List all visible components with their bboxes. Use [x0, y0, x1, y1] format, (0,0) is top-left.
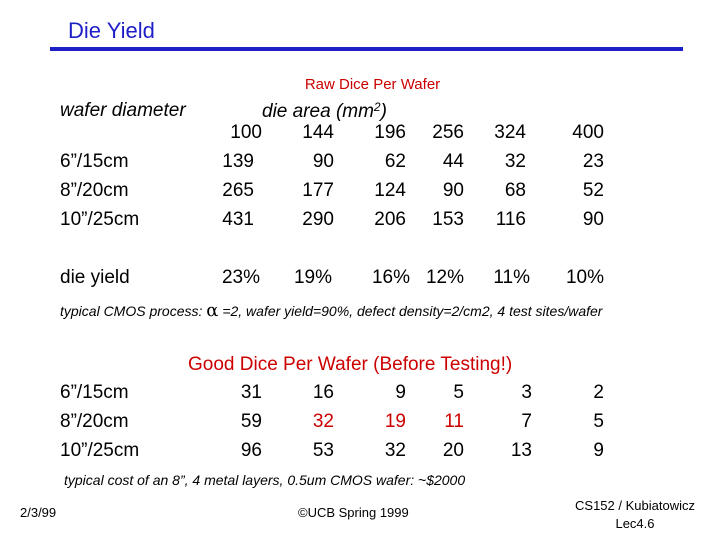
good-cell: 5 [453, 382, 464, 403]
die-area-label-close: ) [380, 101, 387, 122]
slide-title: Die Yield [68, 18, 155, 43]
raw-cell: 44 [442, 151, 464, 172]
raw-dice-heading: Raw Dice Per Wafer [304, 76, 441, 93]
die-area-label-text: die area (mm [262, 101, 374, 122]
die-yield-label: die yield [60, 267, 130, 288]
good-cell-highlight: 19 [384, 411, 406, 432]
die-yield-cell: 11% [493, 267, 530, 288]
raw-cell: 290 [302, 209, 334, 230]
raw-cell: 153 [432, 209, 464, 230]
die-yield-cell: 12% [425, 267, 464, 288]
raw-cell: 90 [442, 180, 464, 201]
die-area-label: die area (mm2) [262, 100, 387, 123]
footer-course-line2: Lec4.6 [615, 516, 655, 531]
good-cell: 16 [312, 382, 334, 403]
die-area-header: 196 [374, 122, 406, 143]
footer-date: 2/3/99 [20, 505, 57, 520]
good-cell: 13 [510, 440, 532, 461]
raw-row-label: 10”/25cm [60, 209, 140, 230]
good-cell: 31 [240, 382, 262, 403]
die-area-header: 100 [230, 122, 262, 143]
raw-cell: 265 [222, 180, 254, 201]
die-yield-cell: 16% [371, 267, 410, 288]
die-yield-cell: 23% [221, 267, 260, 288]
cost-note: typical cost of an 8”, 4 metal layers, 0… [64, 472, 466, 488]
raw-cell: 124 [374, 180, 406, 201]
process-note-prefix: typical CMOS process: [60, 303, 203, 319]
raw-cell: 431 [222, 209, 254, 230]
raw-cell: 90 [312, 151, 334, 172]
good-cell: 32 [384, 440, 406, 461]
good-cell: 7 [521, 411, 532, 432]
good-cell: 53 [312, 440, 334, 461]
die-area-header: 324 [494, 122, 526, 143]
footer-copyright: ©UCB Spring 1999 [298, 505, 409, 520]
raw-cell: 206 [374, 209, 406, 230]
process-note-suffix: =2, wafer yield=90%, defect density=2/cm… [222, 303, 603, 319]
good-cell: 20 [442, 440, 464, 461]
good-row-label: 6”/15cm [60, 382, 129, 403]
raw-row-label: 6”/15cm [60, 151, 129, 172]
good-cell-highlight: 11 [444, 411, 464, 432]
good-cell: 2 [593, 382, 604, 403]
good-cell: 9 [395, 382, 406, 403]
raw-cell: 139 [222, 151, 254, 172]
good-cell-highlight: 32 [312, 411, 334, 432]
good-row-label: 8”/20cm [60, 411, 129, 432]
footer-course-line1: CS152 / Kubiatowicz [575, 498, 695, 513]
good-dice-heading: Good Dice Per Wafer (Before Testing!) [188, 354, 513, 375]
die-area-exponent: 2 [373, 100, 381, 114]
die-area-header: 256 [432, 122, 464, 143]
die-yield-cell: 19% [293, 267, 332, 288]
good-cell: 9 [593, 440, 604, 461]
raw-cell: 32 [504, 151, 526, 172]
die-area-header: 144 [302, 122, 334, 143]
process-note: typical CMOS process: α =2, wafer yield=… [60, 300, 602, 321]
title-underline [50, 47, 683, 51]
good-row-label: 10”/25cm [60, 440, 140, 461]
raw-cell: 68 [504, 180, 526, 201]
wafer-diameter-label: wafer diameter [60, 100, 186, 121]
raw-cell: 116 [495, 209, 526, 230]
alpha-symbol: α [206, 300, 219, 321]
raw-cell: 90 [582, 209, 604, 230]
good-cell: 96 [240, 440, 262, 461]
raw-row-label: 8”/20cm [60, 180, 129, 201]
raw-cell: 23 [582, 151, 604, 172]
footer-course: CS152 / Kubiatowicz Lec4.6 [560, 497, 710, 533]
raw-cell: 62 [384, 151, 406, 172]
good-cell: 59 [240, 411, 262, 432]
good-cell: 5 [593, 411, 604, 432]
raw-cell: 52 [582, 180, 604, 201]
raw-cell: 177 [302, 180, 334, 201]
die-area-header: 400 [572, 122, 604, 143]
good-cell: 3 [521, 382, 532, 403]
die-yield-cell: 10% [565, 267, 604, 288]
